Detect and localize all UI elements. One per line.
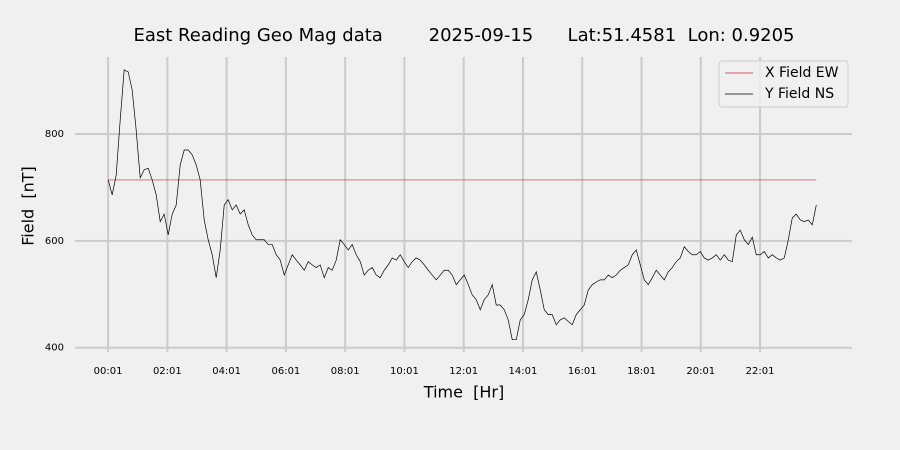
legend: X Field EW Y Field NS [718, 60, 849, 108]
x-tick-label: 18:01 [627, 366, 656, 377]
x-tick-label: 00:01 [94, 366, 123, 377]
x-tick-label: 22:01 [746, 366, 775, 377]
x-tick-label: 08:01 [331, 366, 360, 377]
y-tick-label: 600 [45, 236, 64, 247]
x-tick-label: 14:01 [509, 366, 538, 377]
y-tick-label: 400 [45, 343, 64, 354]
x-tick-label: 20:01 [686, 366, 715, 377]
legend-label: X Field EW [765, 65, 839, 81]
x-tick-label: 16:01 [568, 366, 597, 377]
x-tick-label: 02:01 [153, 366, 182, 377]
legend-label: Y Field NS [764, 86, 834, 102]
x-tick-label: 06:01 [271, 366, 300, 377]
x-axis-label: Time [Hr] [423, 383, 504, 402]
x-tick-label: 12:01 [449, 366, 478, 377]
chart-title: East Reading Geo Mag data 2025-09-15 Lat… [133, 25, 794, 46]
x-tick-label: 10:01 [390, 366, 419, 377]
x-tick-label: 04:01 [212, 366, 241, 377]
legend-box [718, 60, 849, 108]
y-tick-label: 800 [45, 129, 64, 140]
series-line [107, 69, 817, 341]
y-axis-label: Field [nT] [19, 166, 38, 246]
plot-lines [107, 69, 817, 341]
